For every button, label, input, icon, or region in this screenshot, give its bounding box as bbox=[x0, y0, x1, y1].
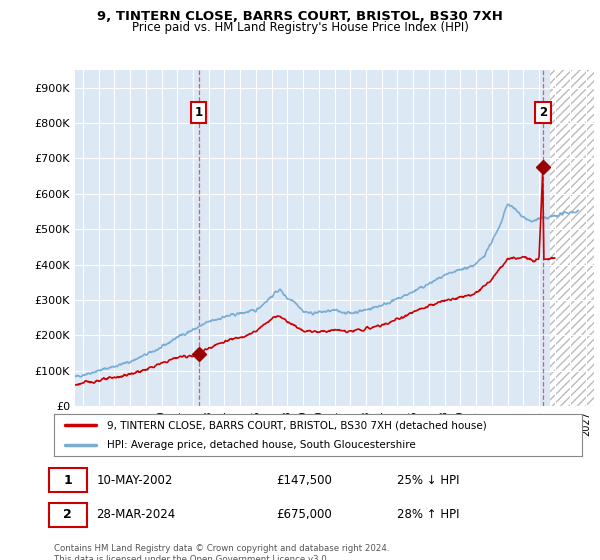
Text: 2: 2 bbox=[539, 106, 547, 119]
Text: 9, TINTERN CLOSE, BARRS COURT, BRISTOL, BS30 7XH (detached house): 9, TINTERN CLOSE, BARRS COURT, BRISTOL, … bbox=[107, 421, 487, 430]
Text: £675,000: £675,000 bbox=[276, 508, 332, 521]
Text: 28% ↑ HPI: 28% ↑ HPI bbox=[397, 508, 460, 521]
Text: 10-MAY-2002: 10-MAY-2002 bbox=[96, 474, 173, 487]
Text: Contains HM Land Registry data © Crown copyright and database right 2024.
This d: Contains HM Land Registry data © Crown c… bbox=[54, 544, 389, 560]
FancyBboxPatch shape bbox=[49, 503, 87, 527]
Text: 1: 1 bbox=[194, 106, 203, 119]
Text: 25% ↓ HPI: 25% ↓ HPI bbox=[397, 474, 460, 487]
Text: Price paid vs. HM Land Registry's House Price Index (HPI): Price paid vs. HM Land Registry's House … bbox=[131, 21, 469, 34]
Text: 9, TINTERN CLOSE, BARRS COURT, BRISTOL, BS30 7XH: 9, TINTERN CLOSE, BARRS COURT, BRISTOL, … bbox=[97, 10, 503, 23]
Text: 2: 2 bbox=[64, 508, 72, 521]
Text: 28-MAR-2024: 28-MAR-2024 bbox=[96, 508, 175, 521]
FancyBboxPatch shape bbox=[49, 468, 87, 492]
Text: HPI: Average price, detached house, South Gloucestershire: HPI: Average price, detached house, Sout… bbox=[107, 441, 416, 450]
Text: £147,500: £147,500 bbox=[276, 474, 332, 487]
Text: 1: 1 bbox=[64, 474, 72, 487]
